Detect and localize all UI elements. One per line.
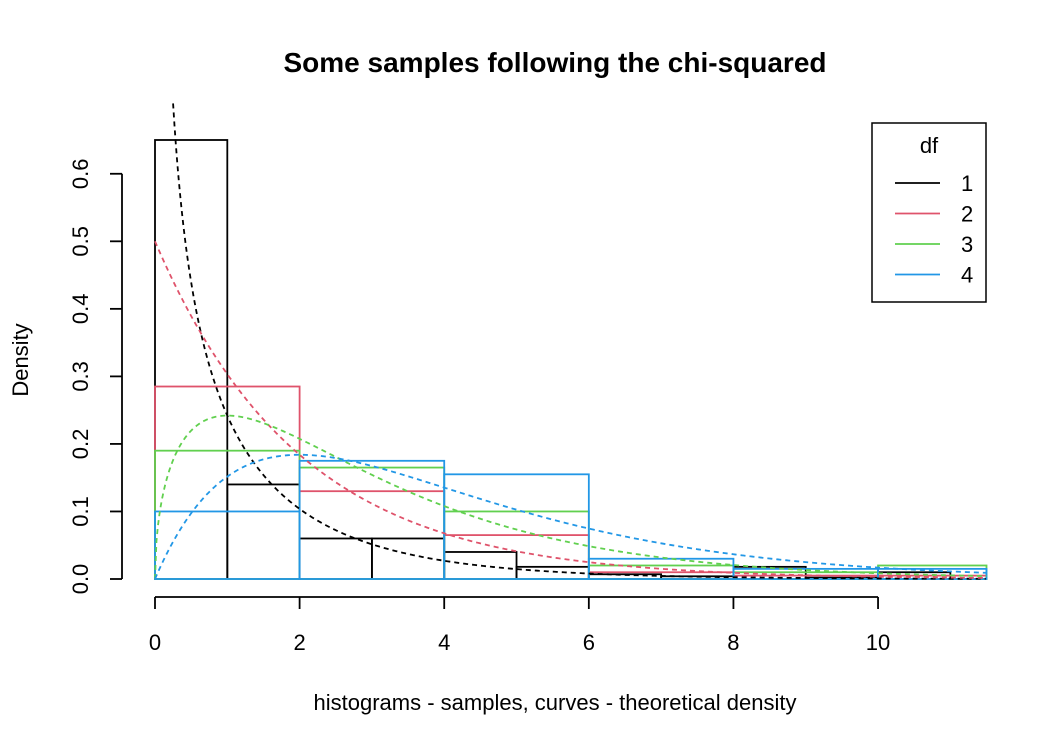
y-tick-label: 0.2 [68,429,93,460]
density-curve-df4 [154,453,987,580]
histogram-bar-df4-2 [443,473,590,580]
legend: df 1 2 3 4 [871,122,987,303]
x-tick-label: 0 [149,630,161,655]
x-tick-label: 8 [727,630,739,655]
histogram-bar-df1-1 [226,483,301,580]
y-tick-label: 0.0 [68,564,93,595]
x-tick-label: 10 [866,630,890,655]
histogram-bar-df1-4 [443,551,518,580]
plot-area [154,103,988,580]
legend-label-1: 1 [961,171,973,196]
x-tick-label: 2 [293,630,305,655]
legend-label-2: 2 [961,202,973,227]
x-tick-label: 6 [583,630,595,655]
histogram-3 [154,449,988,580]
density-curve-df3 [154,414,987,580]
x-axis: 0 2 4 6 8 10 [149,596,890,655]
x-axis-label: histograms - samples, curves - theoretic… [314,690,797,715]
histogram-bar-df1-3 [371,537,446,580]
legend-title: df [920,133,939,158]
histogram-1 [154,139,952,580]
y-axis-label: Density [8,323,33,396]
legend-label-4: 4 [961,263,973,288]
chart-title: Some samples following the chi-squared [284,47,827,78]
y-axis: 0.0 0.1 0.2 0.3 0.4 0.5 0.6 [68,158,123,595]
legend-label-3: 3 [961,232,973,257]
histogram-bar-df1-2 [298,537,373,580]
x-tick-label: 4 [438,630,450,655]
density-curve-df1 [172,103,986,580]
histogram-bar-df1-5 [515,565,590,580]
y-tick-label: 0.3 [68,361,93,392]
histogram-4 [154,459,988,580]
y-tick-label: 0.4 [68,294,93,325]
histogram-2 [154,385,988,580]
legend-box [871,122,987,303]
y-tick-label: 0.6 [68,158,93,189]
y-tick-label: 0.5 [68,226,93,257]
y-tick-label: 0.1 [68,496,93,527]
density-curve-df2 [154,240,987,579]
